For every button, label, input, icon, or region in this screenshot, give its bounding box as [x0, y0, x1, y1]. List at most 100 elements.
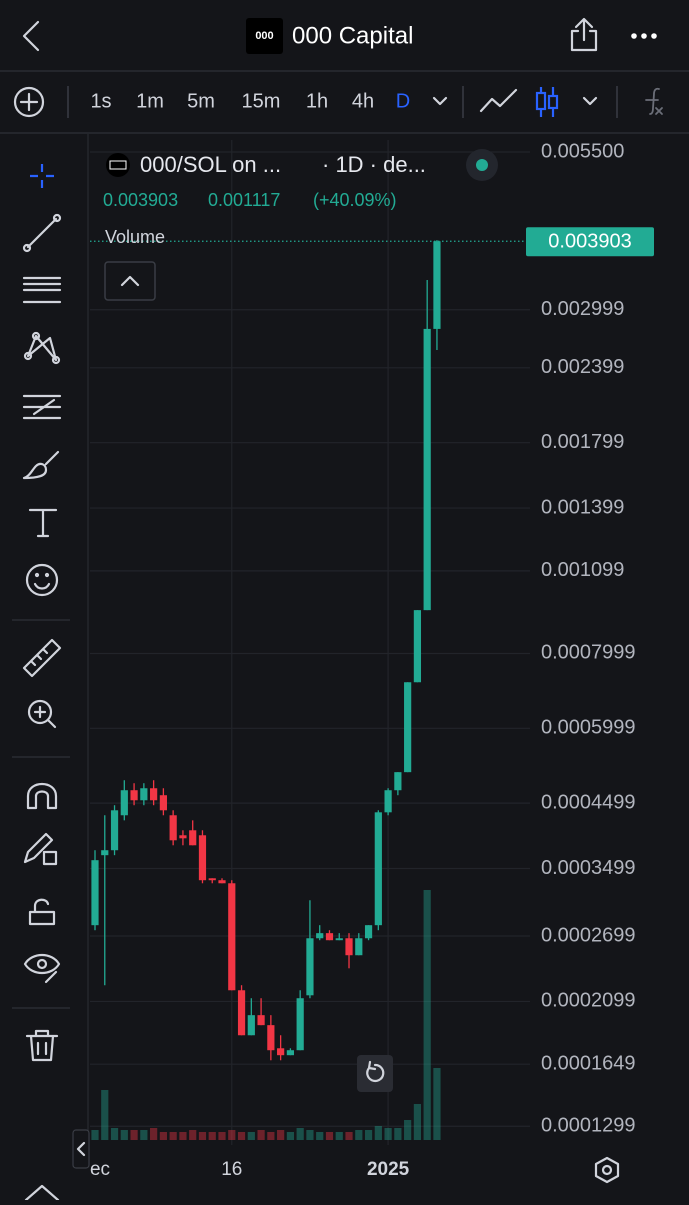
timeframe-button[interactable]: 4h	[352, 90, 374, 112]
volume-bar	[296, 1128, 304, 1140]
candle-body	[110, 810, 119, 851]
side-panel-toggle[interactable]	[72, 1129, 90, 1169]
volume-bar	[120, 1130, 128, 1140]
logo	[246, 18, 283, 54]
lock-drawing-tool[interactable]	[23, 832, 58, 866]
candle-body	[257, 1015, 265, 1026]
candle-body	[91, 860, 99, 926]
text-tool[interactable]	[28, 508, 58, 538]
y-tick-label: 0.0005999	[541, 717, 636, 739]
y-tick-label: 0.001099	[541, 559, 624, 581]
candle-body	[384, 790, 392, 813]
lock-tool[interactable]	[28, 898, 56, 926]
candle-body	[277, 1048, 285, 1056]
volume-bar	[140, 1130, 148, 1140]
fib-tool[interactable]	[22, 276, 62, 304]
price-change-percent: (+40.09%)	[313, 190, 397, 210]
more-button[interactable]	[631, 33, 657, 39]
volume-bar	[286, 1132, 294, 1140]
y-tick-label: 0.002999	[541, 298, 624, 320]
timeframes: 1s 1m 5m 15m 1h 4h D	[90, 90, 410, 112]
delete-tool[interactable]	[25, 1029, 59, 1062]
pattern-tool[interactable]	[23, 331, 61, 365]
volume-bar	[159, 1132, 167, 1140]
volume-bar	[169, 1132, 177, 1140]
candle-body	[413, 610, 422, 683]
y-tick-label: 0.001399	[541, 496, 624, 518]
volume-bar	[198, 1132, 207, 1140]
back-button[interactable]	[22, 20, 40, 52]
chart-settings-button[interactable]	[594, 1156, 620, 1184]
candle-body	[228, 883, 236, 991]
collapse-icon	[120, 275, 140, 287]
volume-bar	[110, 1128, 119, 1140]
candle-body	[316, 933, 324, 939]
candle-body	[120, 790, 128, 816]
add-button[interactable]	[13, 86, 45, 118]
legend: 000/SOL on ... · 1D · de... 0.003903 0.0…	[103, 149, 498, 301]
y-tick-label: 0.0004499	[541, 791, 636, 813]
candle-body	[198, 835, 207, 881]
volume-bar	[237, 1132, 246, 1140]
zoom-tool[interactable]	[27, 699, 57, 729]
volume-bar	[277, 1130, 285, 1140]
timeframe-button[interactable]: 15m	[242, 90, 281, 112]
volume-bar	[306, 1130, 314, 1140]
timeframe-button[interactable]: 5m	[187, 90, 215, 112]
candle-chart-button[interactable]	[535, 87, 559, 117]
more-tools[interactable]	[24, 1184, 60, 1202]
collapse-legend-button[interactable]	[104, 261, 156, 301]
volume-bar	[345, 1132, 353, 1140]
x-tick-label: ec	[90, 1159, 110, 1180]
page-title: 000 Capital	[292, 22, 413, 49]
volume-bar	[257, 1130, 265, 1140]
volume-bar	[247, 1132, 255, 1140]
x-tick-label: 2025	[367, 1159, 410, 1180]
visibility-tool[interactable]	[23, 953, 61, 984]
candle-body	[355, 938, 363, 956]
candle-body	[374, 812, 382, 926]
volume-bar	[394, 1128, 402, 1140]
ruler-tool[interactable]	[22, 638, 62, 678]
trendline-tool[interactable]	[22, 213, 62, 253]
y-tick-label: 0.002399	[541, 356, 624, 378]
candle-body	[267, 1025, 275, 1051]
chart-type-dropdown[interactable]	[582, 96, 598, 106]
chart-background	[0, 134, 689, 1200]
volume-bar	[316, 1132, 324, 1140]
status-dot	[476, 159, 488, 171]
indicators-button[interactable]	[645, 87, 663, 115]
forecast-tool[interactable]	[22, 394, 62, 420]
line-chart-button[interactable]	[479, 88, 518, 113]
volume-bar	[150, 1128, 158, 1140]
volume-bar	[189, 1130, 197, 1140]
candle-body	[159, 795, 167, 811]
candle-body	[218, 880, 226, 884]
timeframe-button[interactable]: 1h	[306, 90, 328, 112]
timeframe-dropdown[interactable]	[432, 96, 448, 106]
candle-body	[179, 835, 187, 839]
x-tick-label: 16	[221, 1159, 242, 1180]
brush-tool[interactable]	[22, 450, 60, 480]
top-bar	[0, 0, 689, 71]
volume-bar	[325, 1132, 334, 1140]
share-button[interactable]	[570, 17, 598, 52]
emoji-tool[interactable]	[25, 563, 59, 597]
timeframe-button[interactable]: 1m	[136, 90, 164, 112]
timeframe-button[interactable]: D	[396, 90, 410, 112]
logo-text: 000	[255, 30, 273, 42]
crosshair-tool[interactable]	[30, 164, 54, 188]
candle-body	[423, 328, 431, 611]
volume-bar	[404, 1120, 412, 1140]
y-tick-label: 0.0003499	[541, 857, 636, 879]
candle-body	[404, 682, 412, 773]
candle-body	[394, 772, 402, 791]
timeframe-button[interactable]: 1s	[90, 90, 111, 112]
reset-button[interactable]	[357, 1055, 393, 1092]
candle-body	[150, 788, 158, 801]
magnet-tool[interactable]	[26, 782, 58, 810]
symbol-logo	[106, 153, 130, 177]
y-tick-label: 0.0002099	[541, 990, 636, 1012]
